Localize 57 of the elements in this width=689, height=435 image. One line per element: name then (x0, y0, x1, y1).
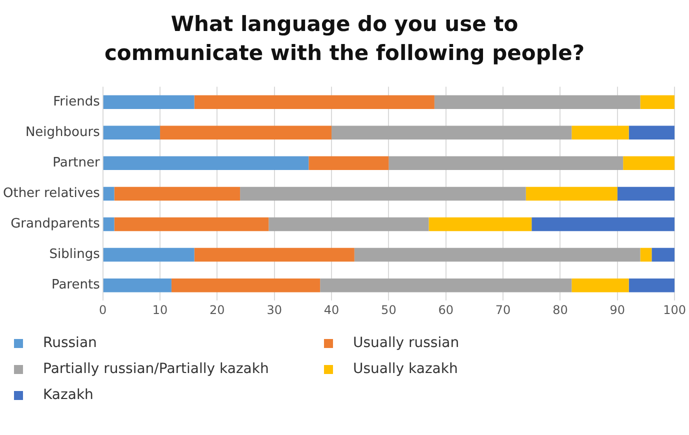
bar (103, 95, 194, 109)
y-tick-label: Siblings (49, 247, 100, 262)
x-tick-label: 80 (552, 302, 568, 317)
x-tick-label: 0 (99, 302, 107, 317)
bar (532, 217, 675, 232)
bar (103, 186, 114, 201)
bar (434, 95, 640, 109)
bar (320, 278, 572, 292)
bar (103, 248, 194, 262)
bar (103, 156, 309, 170)
y-tick-label: Grandparents (10, 216, 100, 232)
legend-label: Partially russian/Partially kazakh (43, 361, 269, 377)
x-tick-label: 30 (266, 302, 282, 317)
y-tick-label: Parents (51, 278, 100, 293)
bar (572, 126, 629, 140)
x-tick-label: 10 (152, 302, 168, 317)
x-tick-label: 50 (381, 302, 396, 317)
chart-title: What language do you use to communicate with the following people? (103, 11, 586, 67)
bar (617, 186, 675, 201)
bar (268, 217, 429, 232)
bar (114, 186, 240, 201)
bar (354, 248, 640, 262)
x-tick-label: 100 (663, 302, 686, 317)
bar (623, 156, 675, 170)
bar (114, 217, 269, 232)
bar (103, 278, 172, 292)
bar (640, 95, 675, 109)
bar (103, 217, 114, 232)
legend-label: Usually russian (353, 335, 460, 351)
y-tick-label: Partner (52, 156, 101, 171)
bar (171, 278, 320, 292)
legend-label: Kazakh (43, 387, 94, 403)
bar (332, 126, 572, 140)
x-tick-label: 40 (324, 302, 340, 317)
bar (240, 186, 526, 201)
y-tick-label: Friends (53, 94, 100, 110)
x-tick-label: 60 (438, 302, 454, 317)
bar (640, 248, 652, 262)
bar (652, 248, 675, 262)
bar (194, 248, 354, 262)
bar (526, 186, 618, 201)
bar (428, 217, 532, 232)
bar (572, 278, 629, 292)
x-tick-label: 90 (610, 302, 626, 317)
bar (628, 126, 675, 140)
y-tick-label: Neighbours (25, 124, 100, 140)
bar (160, 126, 332, 140)
bar (628, 278, 675, 292)
legend-label: Russian (43, 335, 97, 351)
bar (388, 156, 624, 170)
bar (103, 126, 160, 140)
legend-label: Usually kazakh (353, 361, 458, 377)
x-tick-label: 70 (495, 302, 511, 317)
y-tick-label: Other relatives (2, 186, 100, 202)
bar (308, 156, 389, 170)
bar (194, 95, 434, 109)
x-tick-label: 20 (210, 302, 225, 317)
